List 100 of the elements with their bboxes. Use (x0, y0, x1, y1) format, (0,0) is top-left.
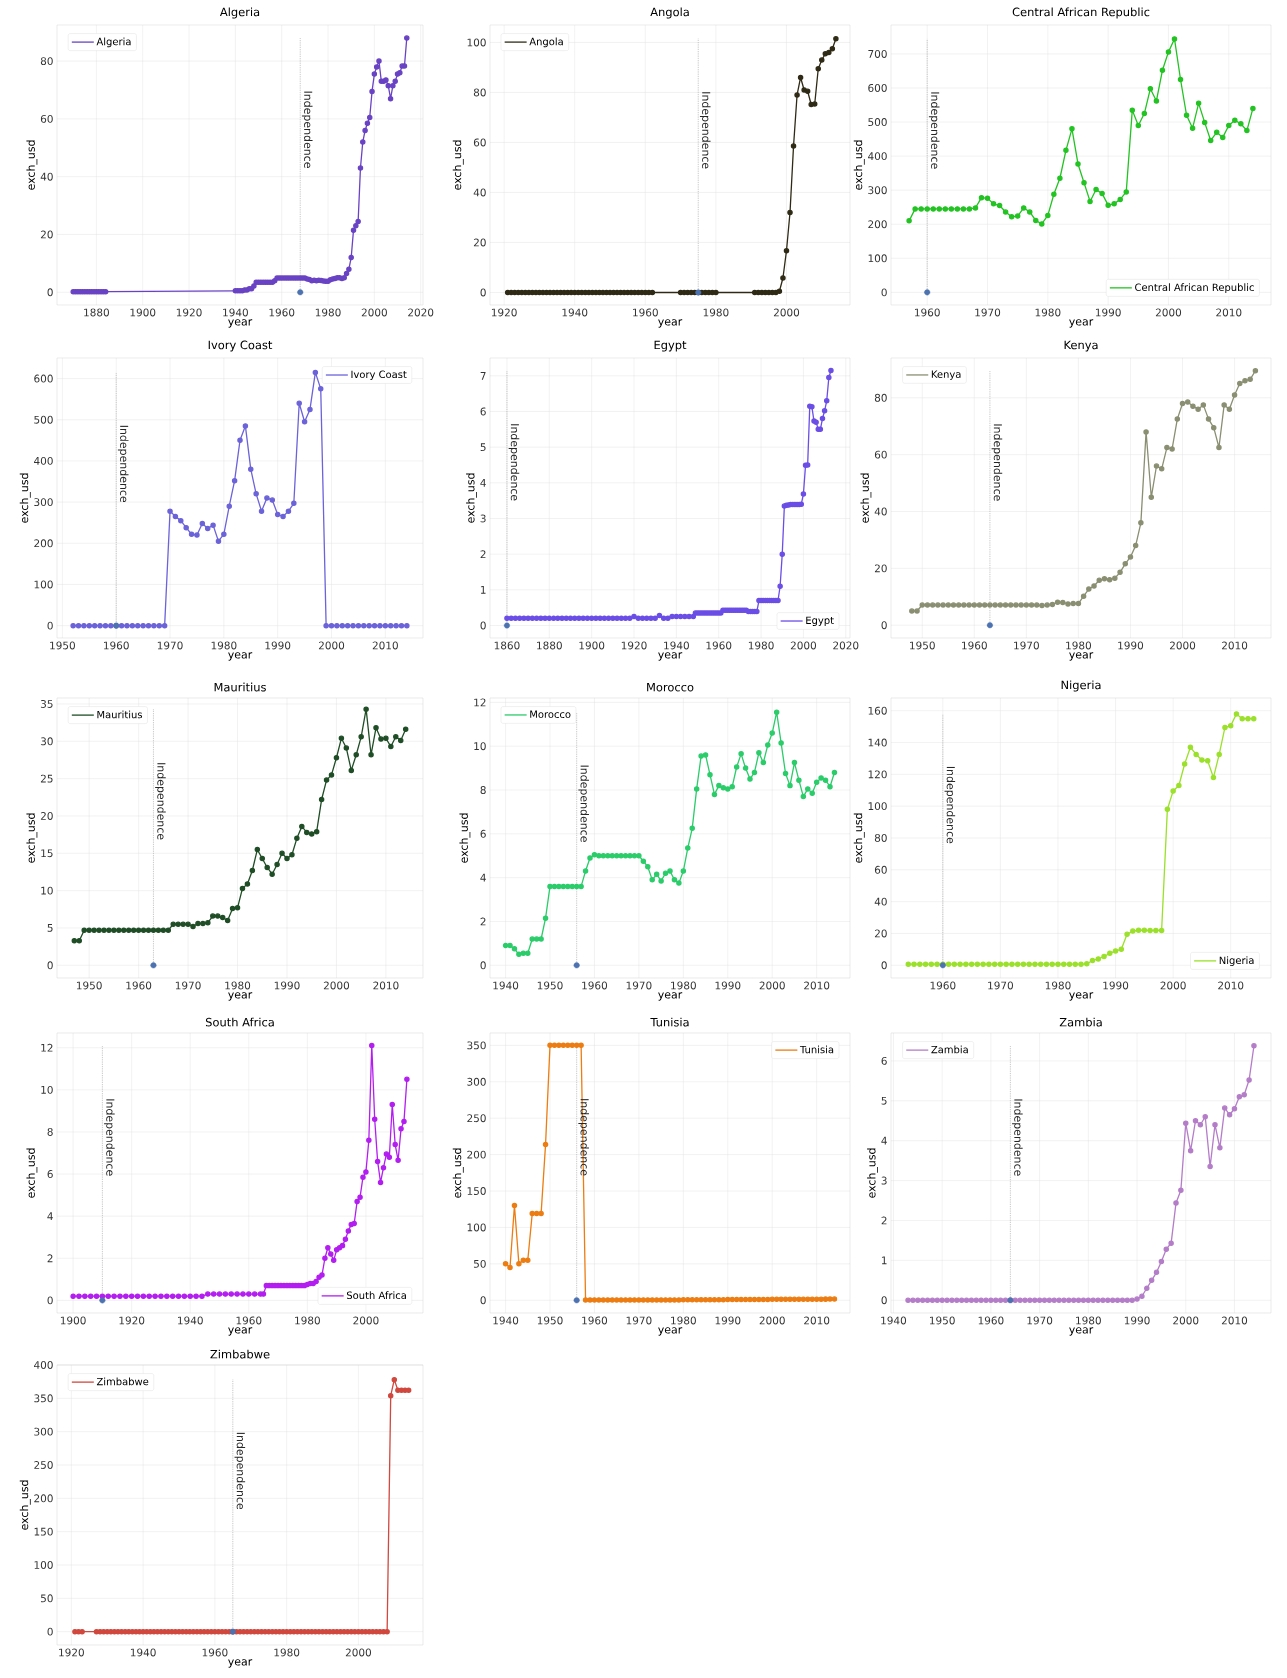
point (1063, 147, 1069, 154)
point (1045, 212, 1051, 219)
x-tick-label: 1980 (671, 1316, 696, 1325)
y-tick-label: 30 (40, 737, 53, 746)
ref-line-label: Independence (1012, 1099, 1023, 1176)
y-tick-label: 0 (47, 288, 53, 297)
point (948, 206, 955, 212)
point (924, 289, 931, 296)
y-tick-label: 6 (881, 1056, 887, 1065)
x-tick-label: 1970 (1014, 641, 1039, 650)
x-tick-label: 1990 (265, 641, 291, 650)
x-tick-label: 2000 (361, 308, 387, 317)
x-tick-label: 1950 (929, 1316, 955, 1325)
x-tick-label: 1960 (706, 641, 732, 650)
x-axis-title: year (228, 1327, 253, 1336)
x-tick-label: 1940 (562, 308, 588, 317)
x-tick-label: 1900 (579, 641, 605, 650)
x-tick-label: 1990 (1103, 981, 1129, 990)
x-tick-label: 1900 (60, 1316, 86, 1325)
point (1153, 98, 1160, 104)
y-axis-title: exch_usd (19, 473, 31, 523)
x-tick-label: 1980 (748, 641, 774, 650)
point (1111, 201, 1117, 207)
y-tick-label: 20 (40, 230, 53, 239)
x-axis-title: year (228, 1659, 253, 1668)
x-axis-title: year (228, 319, 253, 328)
ref-line-label: Independence (234, 1432, 246, 1510)
y-axis-title: exch_usd (26, 140, 38, 190)
x-tick-label: 1920 (119, 1316, 145, 1325)
x-tick-label: 1970 (626, 1316, 652, 1325)
point (1002, 209, 1009, 215)
point (1207, 137, 1214, 144)
point (996, 202, 1003, 209)
x-tick-label: 2010 (804, 981, 830, 990)
x-tick-label: 1970 (975, 308, 1001, 317)
legend-label: Algeria (96, 37, 131, 48)
y-tick-label: 100 (868, 254, 887, 263)
y-axis-title: exch_usd (853, 813, 865, 863)
x-tick-label: 1980 (703, 308, 729, 317)
y-tick-label: 150 (467, 1187, 486, 1195)
x-tick-label: 2010 (373, 981, 399, 990)
x-tick-label: 1980 (211, 641, 237, 650)
y-tick-label: 50 (40, 1594, 53, 1603)
x-tick-label: 1970 (175, 981, 201, 990)
legend-label: Zimbabwe (96, 1377, 149, 1386)
y-tick-label: 40 (40, 172, 53, 181)
point (1147, 85, 1154, 92)
point (1201, 119, 1208, 126)
legend-label: Mauritius (97, 710, 143, 719)
y-tick-label: 400 (868, 152, 887, 161)
y-tick-label: 25 (40, 774, 53, 783)
x-tick-label: 1960 (633, 308, 658, 317)
x-tick-label: 1940 (881, 1316, 907, 1325)
y-tick-label: 700 (868, 49, 887, 58)
x-tick-label: 1990 (1118, 641, 1144, 650)
y-tick-label: 400 (34, 1361, 53, 1369)
x-tick-label: 2010 (1218, 981, 1244, 990)
y-tick-label: 8 (47, 1127, 53, 1136)
y-tick-label: 0 (881, 1296, 887, 1305)
y-tick-label: 40 (874, 897, 887, 906)
x-tick-label: 2000 (1169, 641, 1196, 650)
point (960, 206, 967, 212)
point (1159, 67, 1166, 74)
y-axis-title: exch_usd (867, 1148, 878, 1198)
x-axis-title: year (1069, 1327, 1094, 1336)
x-tick-label: 1980 (1045, 981, 1071, 990)
y-tick-label: 2 (480, 917, 486, 926)
y-tick-label: 12 (474, 698, 486, 707)
point (1033, 217, 1039, 224)
chart-title: Morocco (647, 682, 694, 692)
y-tick-label: 3 (480, 514, 486, 523)
y-tick-label: 2 (47, 1254, 53, 1263)
point (1135, 122, 1142, 129)
x-tick-label: 1950 (537, 981, 563, 990)
point (1123, 189, 1129, 195)
x-tick-label: 2000 (759, 1316, 785, 1325)
x-tick-label: 2010 (372, 641, 398, 650)
y-tick-label: 100 (34, 580, 53, 589)
x-tick-label: 2010 (804, 1316, 830, 1325)
point (1117, 196, 1123, 203)
y-tick-label: 300 (34, 1427, 53, 1436)
point (990, 201, 997, 207)
point (1087, 198, 1093, 205)
y-tick-label: 500 (34, 415, 53, 424)
chart-title: Ivory Coast (208, 340, 273, 352)
x-tick-label: 1900 (130, 308, 156, 317)
x-tick-label: 1980 (225, 981, 251, 990)
x-tick-label: 2000 (790, 641, 817, 650)
x-tick-label: 1960 (202, 1648, 228, 1657)
y-axis-title: exch_usd (853, 140, 865, 190)
y-tick-label: 5 (881, 1096, 887, 1105)
ref-line-label: Independence (104, 1099, 115, 1176)
y-tick-label: 50 (473, 1259, 486, 1268)
point (1020, 205, 1027, 211)
y-tick-label: 10 (41, 1085, 53, 1094)
legend-label: South Africa (346, 1291, 406, 1300)
x-tick-label: 1860 (494, 641, 520, 650)
x-tick-label: 2020 (833, 641, 859, 650)
y-tick-label: 4 (480, 873, 486, 882)
y-tick-label: 0 (480, 621, 486, 630)
